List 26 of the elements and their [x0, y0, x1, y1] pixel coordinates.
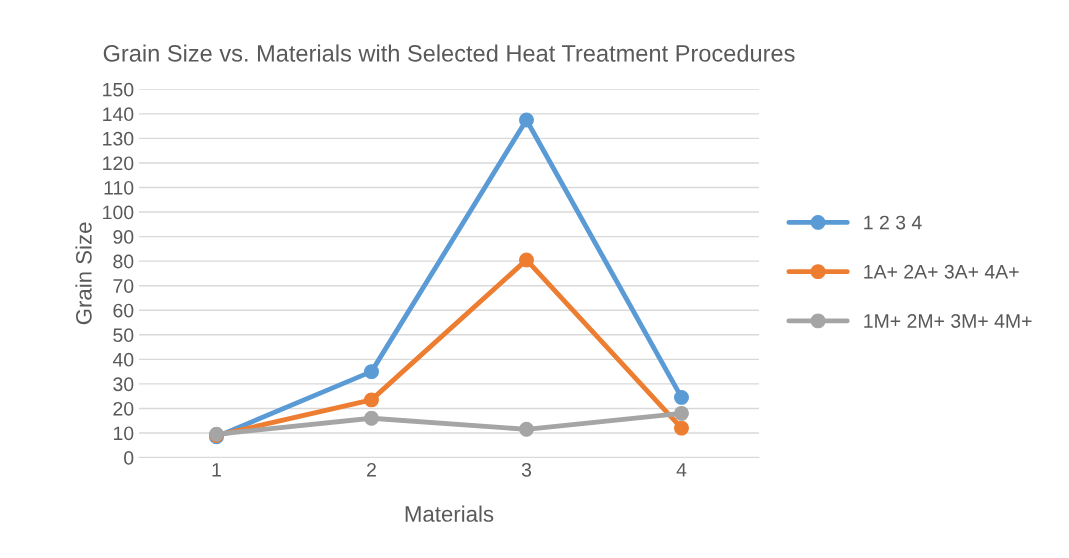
y-tick-label: 10 — [113, 426, 134, 441]
y-tick-label: 60 — [113, 303, 134, 318]
legend-label: 1M+ 2M+ 3M+ 4M+ — [864, 314, 1032, 328]
legend-label: 1A+ 2A+ 3A+ 4A+ — [864, 264, 1019, 279]
x-tick-label: 3 — [521, 462, 532, 477]
y-tick-label: 50 — [113, 328, 134, 343]
chart-title: Grain Size vs. Materials with Selected Heat Treatment Procedures — [103, 44, 795, 62]
y-tick-label: 100 — [103, 205, 134, 220]
y-tick-label: 80 — [113, 254, 134, 269]
y-tick-label: 90 — [113, 230, 134, 244]
y-tick-label: 110 — [104, 180, 134, 195]
x-axis-title: Materials — [405, 505, 494, 522]
y-tick-label: 140 — [103, 107, 134, 122]
legend-label: 1 2 3 4 — [864, 215, 922, 230]
y-tick-label: 30 — [113, 377, 134, 392]
y-tick-label: 0 — [124, 451, 134, 465]
x-tick-label: 1 — [212, 463, 221, 477]
y-tick-label: 40 — [112, 352, 134, 367]
y-tick-label: 120 — [103, 156, 134, 171]
y-tick-label: 150 — [103, 82, 134, 97]
x-tick-label: 2 — [367, 462, 376, 477]
y-axis-title: Grain Size — [75, 222, 92, 325]
y-tick-label: 70 — [113, 279, 134, 293]
y-tick-label: 20 — [113, 401, 134, 416]
x-tick-label: 4 — [676, 463, 687, 477]
y-tick-label: 130 — [103, 131, 134, 146]
